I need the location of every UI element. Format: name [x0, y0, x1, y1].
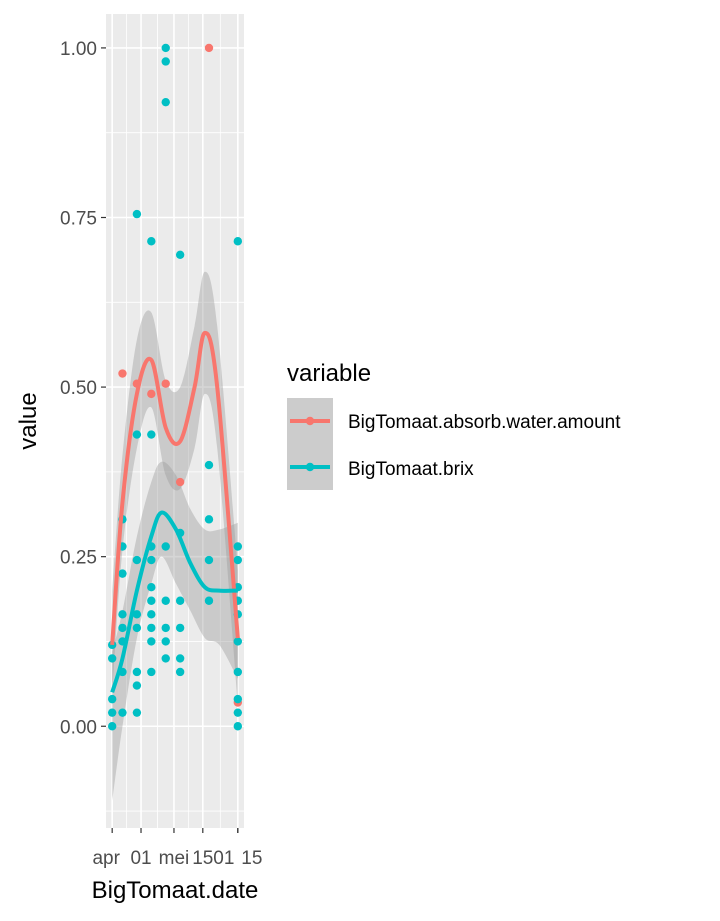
- point-1: [204, 515, 214, 524]
- x-tick-label: 01: [130, 848, 151, 869]
- point-1: [107, 694, 117, 704]
- point-1: [147, 637, 156, 646]
- point-1: [132, 708, 142, 717]
- point-1: [175, 250, 185, 260]
- point-1: [132, 209, 142, 219]
- point-1: [175, 623, 185, 633]
- point-1: [161, 654, 170, 663]
- point-1: [118, 569, 127, 578]
- legend-label-0: BigTomaat.absorb.water.amount: [348, 412, 621, 433]
- point-1: [132, 667, 142, 677]
- point-0: [147, 389, 156, 399]
- point-1: [204, 555, 214, 565]
- point-1: [161, 57, 170, 66]
- point-1: [147, 582, 156, 592]
- point-1: [204, 460, 214, 470]
- point-1: [132, 610, 142, 619]
- point-1: [161, 623, 170, 633]
- point-1: [132, 681, 142, 690]
- y-axis-title: value: [15, 392, 42, 449]
- legend-title: variable: [287, 360, 371, 387]
- x-tick-label: mei: [159, 848, 190, 869]
- legend-key-0-point: [305, 416, 315, 426]
- legend-key-1-point: [305, 462, 315, 472]
- point-1: [132, 623, 142, 633]
- point-1: [132, 430, 142, 439]
- y-tick-label: 0.00: [60, 717, 97, 738]
- x-axis-title: BigTomaat.date: [92, 877, 259, 904]
- y-axis: 0.00 0.25 0.50 0.75 1.00: [60, 39, 106, 738]
- point-1: [161, 542, 170, 551]
- point-1: [233, 542, 243, 551]
- point-0: [204, 43, 214, 53]
- smooth-line-1: [110, 510, 238, 693]
- confidence-band-1: [112, 461, 238, 801]
- x-tick-label: 15: [192, 848, 213, 869]
- y-tick-label: 0.50: [60, 378, 97, 399]
- point-1: [175, 667, 185, 677]
- x-tick-label: 15: [241, 848, 262, 869]
- point-1: [132, 555, 142, 565]
- point-1: [107, 722, 117, 731]
- point-0: [161, 379, 170, 388]
- confidence-band-0: [112, 271, 238, 706]
- legend: variable BigTomaat.absorb.water.amount B…: [287, 360, 621, 490]
- y-tick-label: 1.00: [60, 39, 97, 60]
- point-1: [233, 708, 243, 717]
- y-tick-label: 0.75: [60, 209, 97, 230]
- smooth-lines: [110, 330, 240, 693]
- point-1: [175, 596, 185, 605]
- x-axis: apr 01 mei 15 01 15: [92, 828, 262, 869]
- point-1: [147, 237, 156, 246]
- x-tick-label: 01: [213, 848, 234, 869]
- point-1: [147, 623, 156, 633]
- point-1: [161, 43, 170, 53]
- point-1: [107, 708, 117, 717]
- point-1: [118, 623, 127, 633]
- point-1: [233, 722, 243, 731]
- point-1: [147, 430, 156, 439]
- point-1: [161, 637, 170, 646]
- point-1: [233, 637, 243, 646]
- point-1: [107, 654, 117, 663]
- x-tick-label: apr: [92, 848, 120, 869]
- point-1: [147, 610, 156, 619]
- smooth-line-0: [110, 330, 240, 645]
- point-1: [233, 237, 243, 246]
- point-1: [175, 654, 185, 663]
- point-1: [204, 596, 214, 605]
- point-1: [161, 596, 170, 605]
- point-1: [233, 667, 243, 677]
- y-tick-label: 0.25: [60, 548, 97, 569]
- point-1: [147, 555, 156, 565]
- point-1: [161, 97, 170, 107]
- point-1: [233, 555, 243, 565]
- legend-label-1: BigTomaat.brix: [348, 459, 474, 480]
- point-1: [233, 694, 243, 704]
- point-1: [118, 610, 127, 619]
- point-1: [147, 667, 156, 677]
- point-1: [147, 596, 156, 605]
- point-1: [118, 708, 127, 717]
- point-0: [118, 369, 127, 378]
- confidence-bands: [112, 271, 238, 801]
- grid-major: [106, 14, 244, 828]
- point-0: [175, 477, 185, 487]
